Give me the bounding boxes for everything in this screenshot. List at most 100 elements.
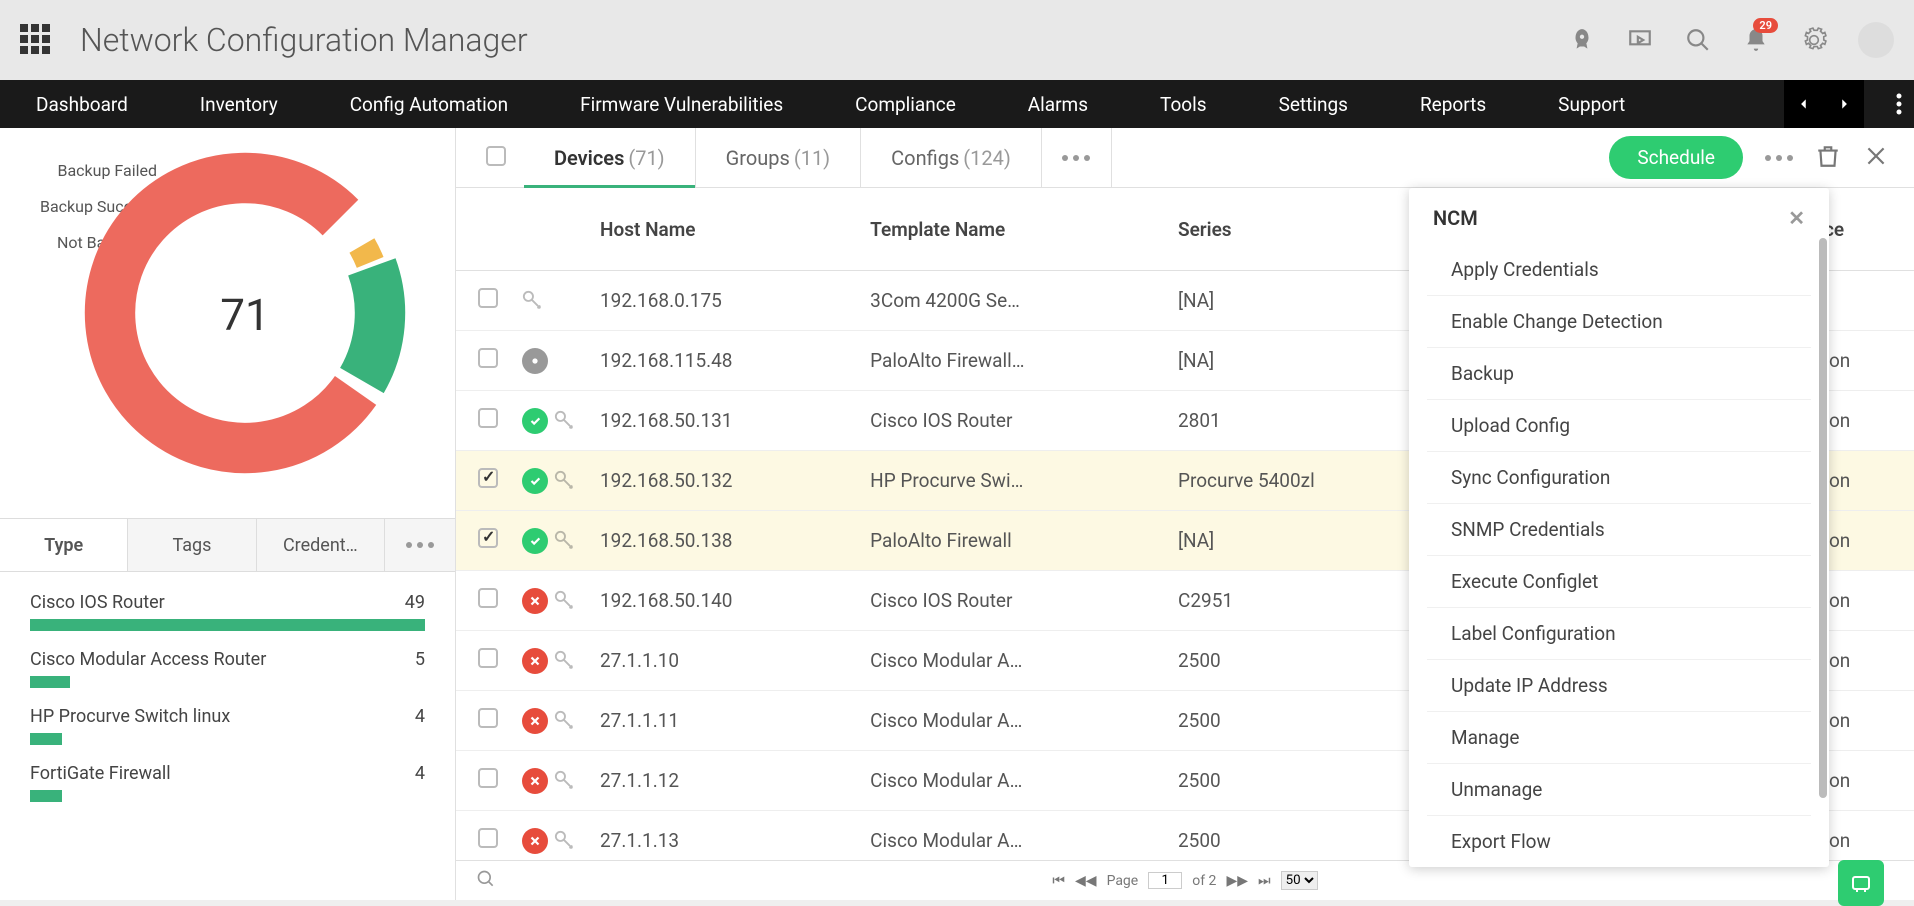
row-checkbox[interactable]: [478, 648, 498, 668]
context-menu-item[interactable]: Backup: [1427, 347, 1811, 399]
row-checkbox[interactable]: [478, 828, 498, 848]
backup-chart: Backup FailedBackup SuccessNot Backedup …: [0, 128, 455, 518]
status-icon: [522, 648, 548, 674]
type-row[interactable]: Cisco IOS Router49: [30, 592, 425, 631]
context-menu-item[interactable]: Sync Configuration: [1427, 451, 1811, 503]
status-icon: [522, 408, 548, 434]
nav-right-arrow-icon[interactable]: [1824, 80, 1864, 128]
type-row[interactable]: HP Procurve Switch linux4: [30, 706, 425, 745]
type-list: Cisco IOS Router49 Cisco Modular Access R…: [0, 572, 455, 840]
tabs-more-icon[interactable]: [1042, 128, 1112, 187]
status-icon: [522, 768, 548, 794]
trash-icon[interactable]: [1815, 143, 1841, 173]
apps-grid-icon[interactable]: [20, 24, 52, 56]
nav-item[interactable]: Firmware Vulnerabilities: [544, 80, 819, 128]
content-tab[interactable]: Groups (11): [696, 128, 862, 187]
context-menu-item[interactable]: Unmanage: [1427, 763, 1811, 815]
top-bar: Network Configuration Manager 29: [0, 0, 1914, 80]
context-menu-item[interactable]: Upload Config: [1427, 399, 1811, 451]
status-icon: [522, 828, 548, 854]
status-icon: [522, 468, 548, 494]
nav-item[interactable]: Tools: [1124, 80, 1243, 128]
pager-prev-icon[interactable]: ◀◀: [1075, 873, 1097, 889]
context-scrollbar[interactable]: [1819, 238, 1827, 798]
key-icon: [554, 530, 576, 552]
nav-left-arrow-icon[interactable]: [1784, 80, 1824, 128]
sidebar-tab[interactable]: Type: [0, 519, 128, 571]
sidebar-tabs: TypeTagsCredent…: [0, 518, 455, 572]
context-menu-item[interactable]: SNMP Credentials: [1427, 503, 1811, 555]
search-rows-icon[interactable]: [476, 869, 496, 893]
column-header[interactable]: Series: [1166, 188, 1443, 271]
nav-item[interactable]: Alarms: [992, 80, 1124, 128]
presentation-icon[interactable]: [1626, 26, 1654, 54]
content-tabs: Devices (71)Groups (11)Configs (124) Sch…: [456, 128, 1914, 188]
status-icon: [522, 528, 548, 554]
context-menu-item[interactable]: Label Configuration: [1427, 607, 1811, 659]
content-area: Devices (71)Groups (11)Configs (124) Sch…: [455, 128, 1914, 900]
key-icon: [554, 650, 576, 672]
context-menu-title: NCM: [1433, 206, 1478, 230]
gear-icon[interactable]: [1800, 26, 1828, 54]
avatar[interactable]: [1858, 22, 1894, 58]
close-icon[interactable]: [1863, 143, 1889, 173]
nav-item[interactable]: Config Automation: [314, 80, 544, 128]
bell-icon[interactable]: 29: [1742, 26, 1770, 54]
notification-badge: 29: [1753, 18, 1778, 33]
page-input[interactable]: [1148, 872, 1182, 889]
context-menu-item[interactable]: Export Flow: [1427, 815, 1811, 867]
context-menu-item[interactable]: Enable Change Detection: [1427, 295, 1811, 347]
context-menu-item[interactable]: Apply Credentials: [1427, 244, 1811, 295]
nav-item[interactable]: Dashboard: [0, 80, 164, 128]
nav-item[interactable]: Reports: [1384, 80, 1522, 128]
schedule-button[interactable]: Schedule: [1609, 136, 1743, 179]
status-icon: [522, 708, 548, 734]
key-icon: [554, 770, 576, 792]
content-tab[interactable]: Configs (124): [861, 128, 1042, 187]
nav-item[interactable]: Compliance: [819, 80, 992, 128]
key-icon: [522, 290, 544, 312]
chart-center-value: 71: [220, 289, 269, 341]
pager-next-icon[interactable]: ▶▶: [1226, 873, 1248, 889]
key-icon: [554, 470, 576, 492]
key-icon: [554, 410, 576, 432]
pager-first-icon[interactable]: ⏮: [1052, 873, 1065, 889]
context-close-icon[interactable]: ✕: [1788, 206, 1805, 230]
select-all-checkbox[interactable]: [486, 146, 506, 166]
row-checkbox[interactable]: [478, 288, 498, 308]
nav-item[interactable]: Inventory: [164, 80, 314, 128]
nav-item[interactable]: Support: [1522, 80, 1661, 128]
sidebar-tab-more-icon[interactable]: [385, 519, 455, 571]
column-header[interactable]: Template Name: [858, 188, 1166, 271]
row-checkbox[interactable]: [478, 588, 498, 608]
row-checkbox[interactable]: [478, 768, 498, 788]
nav-more-icon[interactable]: [1896, 80, 1902, 128]
context-menu: NCM ✕ Apply CredentialsEnable Change Det…: [1409, 188, 1829, 867]
context-menu-item[interactable]: Execute Configlet: [1427, 555, 1811, 607]
context-menu-item[interactable]: Update IP Address: [1427, 659, 1811, 711]
row-checkbox[interactable]: [478, 708, 498, 728]
content-tab[interactable]: Devices (71): [524, 128, 696, 187]
fab-button[interactable]: [1838, 860, 1884, 906]
nav-item[interactable]: Settings: [1243, 80, 1384, 128]
type-row[interactable]: FortiGate Firewall4: [30, 763, 425, 802]
key-icon: [554, 590, 576, 612]
context-menu-item[interactable]: Manage: [1427, 711, 1811, 763]
sidebar-tab[interactable]: Tags: [128, 519, 256, 571]
search-icon[interactable]: [1684, 26, 1712, 54]
row-checkbox[interactable]: [478, 348, 498, 368]
status-icon: [522, 348, 548, 374]
sidebar-tab[interactable]: Credent…: [257, 519, 385, 571]
row-checkbox[interactable]: [478, 528, 498, 548]
column-header[interactable]: Host Name: [588, 188, 858, 271]
nav-bar: DashboardInventoryConfig AutomationFirmw…: [0, 80, 1914, 128]
row-checkbox[interactable]: [478, 468, 498, 488]
row-checkbox[interactable]: [478, 408, 498, 428]
status-icon: [522, 588, 548, 614]
pager-last-icon[interactable]: ⏭: [1258, 873, 1271, 889]
page-size-select[interactable]: 50: [1281, 871, 1318, 890]
type-row[interactable]: Cisco Modular Access Router5: [30, 649, 425, 688]
rocket-icon[interactable]: [1568, 26, 1596, 54]
actions-more-icon[interactable]: [1765, 155, 1793, 161]
sidebar: Backup FailedBackup SuccessNot Backedup …: [0, 128, 455, 900]
